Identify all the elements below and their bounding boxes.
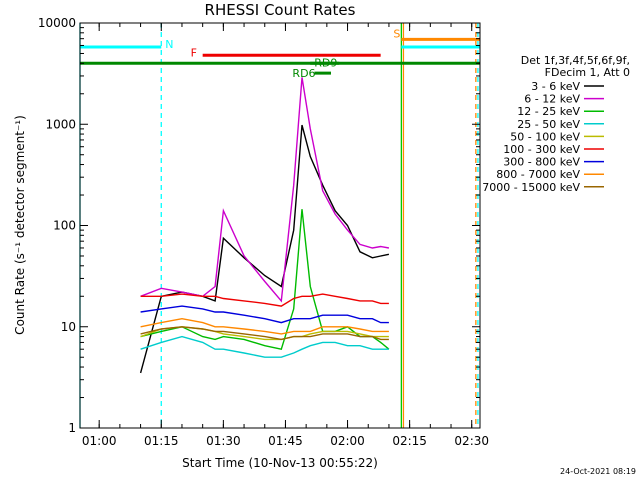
y-tick-label: 10 — [61, 320, 76, 334]
generation-timestamp: 24-Oct-2021 08:19 — [560, 467, 636, 476]
y-tick-label: 1 — [68, 421, 76, 435]
legend-entry-label: 7000 - 15000 keV — [482, 181, 580, 194]
state-bar-label-f: F — [191, 46, 197, 59]
legend-header-line: FDecim 1, Att 0 — [545, 66, 630, 79]
y-tick-label: 100 — [53, 219, 76, 233]
x-tick-label: 02:15 — [392, 434, 427, 448]
x-axis-ticks: 01:00 01:15 01:30 01:45 02:00 02:15 02:30 — [82, 23, 489, 448]
legend-entry-label: 800 - 7000 keV — [496, 168, 580, 181]
series-line-1 — [140, 77, 390, 303]
series-line-3 — [140, 335, 389, 358]
x-tick-label: 01:45 — [268, 434, 303, 448]
y-tick-label: 10000 — [38, 16, 76, 30]
state-bar-label-rd9: RD9 — [314, 56, 337, 69]
x-tick-label: 01:00 — [82, 434, 117, 448]
legend-entry-label: 25 - 50 keV — [517, 118, 580, 131]
legend-header-line: Det 1f,3f,4f,5f,6f,9f, — [521, 54, 630, 67]
legend-entry-label: 300 - 800 keV — [503, 156, 580, 169]
y-axis-ticks: 1 10 100 1000 10000 — [38, 16, 480, 435]
plot-frame — [79, 22, 481, 429]
legend-entry-label: 50 - 100 keV — [510, 130, 580, 143]
y-tick-label: 1000 — [45, 117, 76, 131]
legend-entry-label: 6 - 12 keV — [524, 93, 580, 106]
legend: Det 1f,3f,4f,5f,6f,9f,FDecim 1, Att 03 -… — [482, 54, 630, 194]
legend-entry-label: 3 - 6 keV — [531, 80, 580, 93]
state-bar-label-s: S — [393, 27, 400, 40]
legend-entry-label: 100 - 300 keV — [503, 143, 580, 156]
x-tick-label: 01:15 — [144, 434, 179, 448]
series-line-0 — [139, 124, 390, 374]
x-tick-label: 01:30 — [206, 434, 241, 448]
state-bar-label-n: N — [165, 38, 173, 51]
time-markers — [79, 23, 479, 428]
series-line-7 — [140, 317, 389, 335]
x-tick-label: 02:00 — [330, 434, 365, 448]
x-tick-label: 02:30 — [454, 434, 489, 448]
series-line-5 — [140, 293, 389, 307]
series-lines — [139, 77, 390, 374]
series-line-8 — [140, 326, 389, 341]
series-line-6 — [140, 305, 389, 324]
x-axis-label: Start Time (10-Nov-13 00:55:22) — [182, 456, 378, 470]
state-bar-label-rd6: RD6 — [292, 67, 315, 80]
legend-entry-label: 12 - 25 keV — [517, 105, 580, 118]
chart-title: RHESSI Count Rates — [205, 1, 356, 19]
y-axis-label: Count Rate (s⁻¹ detector segment⁻¹) — [13, 115, 27, 335]
